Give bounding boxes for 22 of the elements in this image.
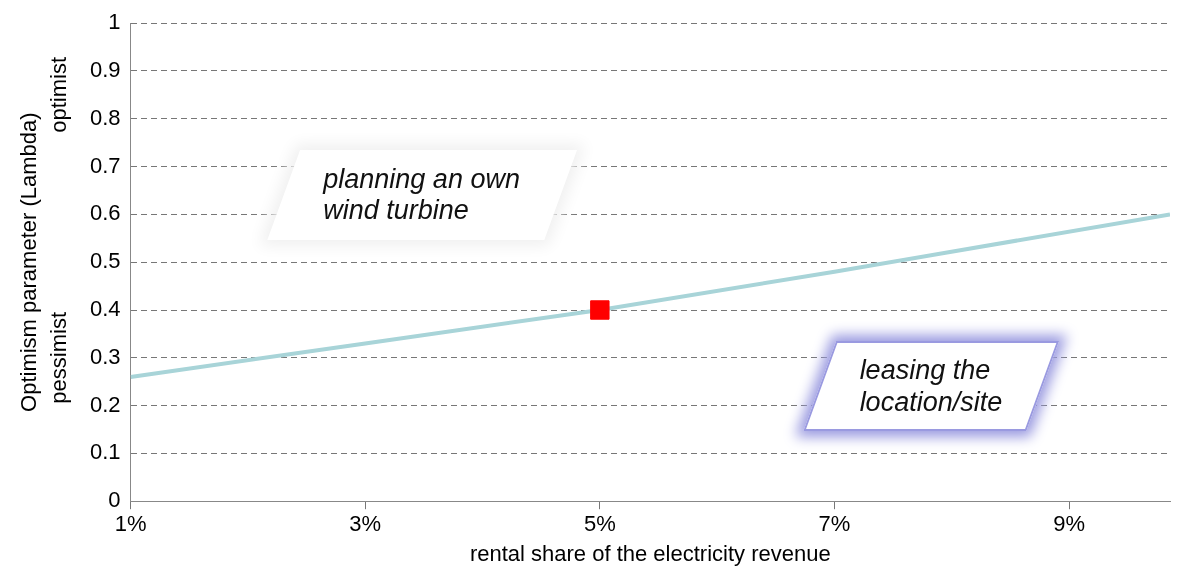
annotation: leasing the location/site [858,354,1004,419]
y-axis-title: Optimism parameter (Lambda) [16,112,42,412]
y-tick-label: 0.3 [89,343,121,369]
x-axis-title: rental share of the electricity revenue [469,540,831,566]
y-tick-label: 0.9 [89,57,121,83]
y-tick-label: 0.4 [89,296,121,322]
y-tick-label: 0 [108,487,121,513]
y-tick-label: 0.1 [89,439,121,465]
x-tick-label: 3% [349,511,382,537]
y-tick-label: 1 [108,9,121,35]
text: optimist [46,57,72,133]
x-tick-label: 5% [583,511,616,537]
annotation: planning an own wind turbine [321,163,521,228]
y-tick-label: 0.5 [89,248,121,274]
y-tick-label: 0.8 [89,104,121,130]
text: pessimist [46,311,72,404]
y-tick-label: 0.6 [89,200,121,226]
y-tick-label: 0.7 [89,152,121,178]
x-tick-label: 7% [818,511,851,537]
x-tick-label: 1% [114,511,147,537]
x-tick-label: 9% [1053,511,1086,537]
y-tick-label: 0.2 [89,391,121,417]
